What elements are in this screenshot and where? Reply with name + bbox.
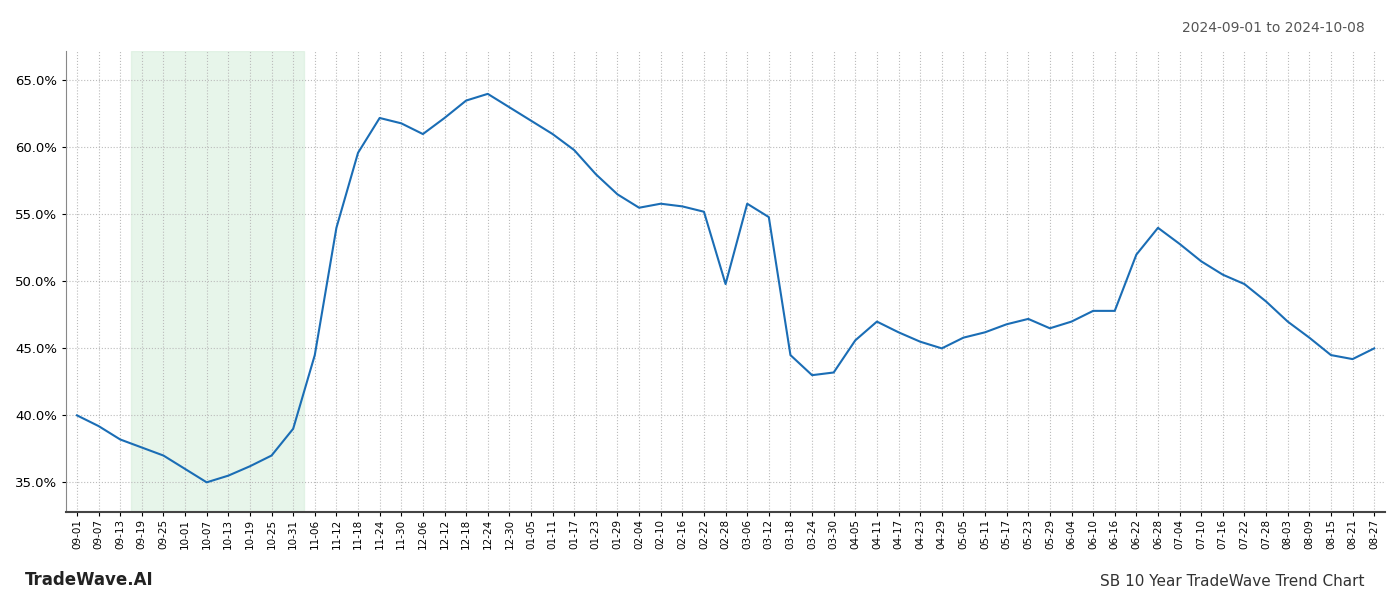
Bar <box>132 51 304 512</box>
Text: 2024-09-01 to 2024-10-08: 2024-09-01 to 2024-10-08 <box>1182 21 1365 35</box>
Text: SB 10 Year TradeWave Trend Chart: SB 10 Year TradeWave Trend Chart <box>1100 574 1365 589</box>
Text: TradeWave.AI: TradeWave.AI <box>25 571 154 589</box>
